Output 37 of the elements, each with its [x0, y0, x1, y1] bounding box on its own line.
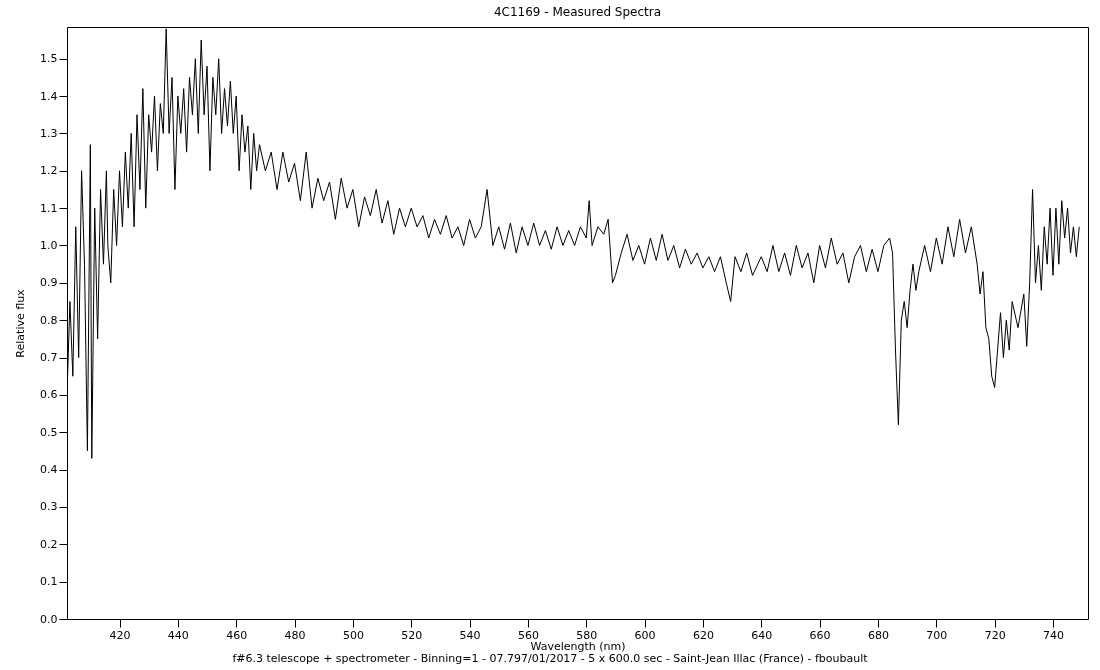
text: f#6.3 telescope + spectrometer - Binning=1 - 07.797/01/2017 - 5 x 600.0 sec - Saint-Jean Illac (France) - fboubault — [231, 652, 869, 665]
x-tick-label: 700 — [926, 628, 948, 642]
x-tick-label: 440 — [167, 628, 189, 642]
y-tick-label: 0.6 — [40, 388, 58, 402]
x-tick-label: 740 — [1042, 628, 1064, 642]
x-tick-label: 580 — [576, 628, 598, 642]
x-tick-label: 480 — [284, 628, 306, 642]
y-tick-label: 0.1 — [40, 575, 58, 589]
y-tick-label: 0.7 — [40, 351, 58, 365]
y-tick-label: 1.1 — [40, 201, 58, 215]
x-tick-label: 720 — [984, 628, 1006, 642]
y-tick-label: 0.8 — [40, 313, 58, 327]
x-tick-label: 520 — [401, 628, 423, 642]
x-tick-label: 640 — [751, 628, 773, 642]
x-tick-label: 680 — [867, 628, 889, 642]
x-tick-label: 420 — [109, 628, 131, 642]
y-tick-label: 0.3 — [40, 500, 58, 514]
y-tick-label: 0.2 — [40, 537, 58, 551]
y-tick-label: 0.4 — [40, 463, 58, 477]
y-tick-label: 0.9 — [40, 276, 58, 290]
y-tick-label: 1.4 — [40, 89, 58, 103]
x-tick-label: 660 — [809, 628, 831, 642]
y-tick-label: 1.5 — [40, 52, 58, 66]
y-axis-title: Relative flux — [14, 288, 28, 358]
x-tick-label: 600 — [634, 628, 656, 642]
y-tick-label: 0.0 — [40, 612, 58, 626]
x-tick-label: 500 — [342, 628, 364, 642]
x-axis-title: Wavelength (nm) — [530, 639, 626, 653]
x-tick-label: 460 — [226, 628, 248, 642]
x-tick-label: 620 — [692, 628, 714, 642]
y-tick-label: 1.2 — [40, 164, 58, 178]
x-tick-label: 540 — [459, 628, 481, 642]
y-tick-label: 1.0 — [40, 239, 58, 252]
y-tick-label: 0.5 — [40, 425, 58, 439]
chart-title: 4C1169 - Measured Spectra — [493, 5, 662, 19]
y-tick-label: 1.3 — [40, 126, 58, 140]
x-tick-label: 560 — [517, 628, 539, 642]
